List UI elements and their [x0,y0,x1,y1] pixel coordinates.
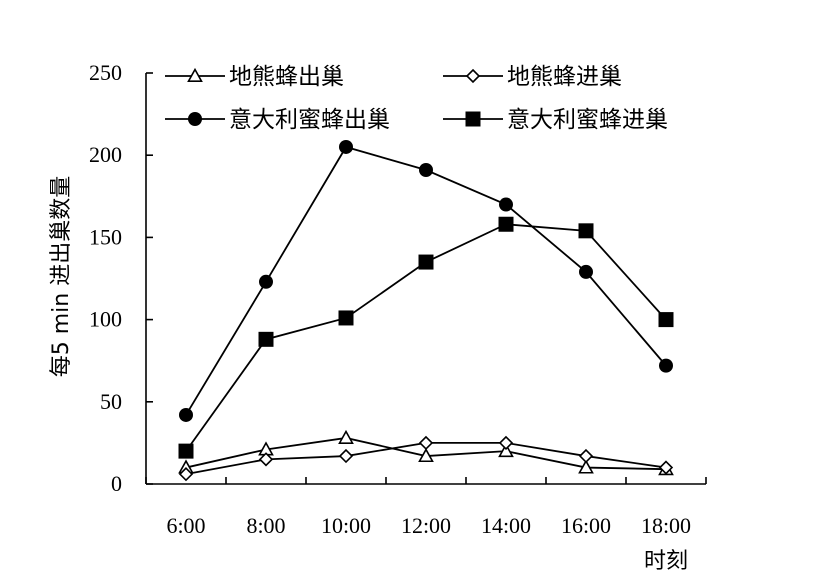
legend-item: 意大利蜜蜂进巢 [443,107,668,133]
series-4 [178,216,674,459]
series-3 [179,139,673,422]
y-tick-label: 50 [100,389,122,414]
data-point [658,312,674,328]
axes: 0 50 100 150 200 250 6:00 8:00 10:00 12:00 14:00 16… [49,60,707,574]
data-point [258,331,274,347]
legend-marker [465,111,481,127]
legend-item: 意大利蜜蜂出巢 [165,107,390,133]
data-point [578,448,594,464]
data-point [178,443,194,459]
legend-label: 意大利蜜蜂出巢 [229,107,390,133]
legend-marker [465,68,481,84]
series-line [185,145,667,416]
legend-label: 地熊蜂进巢 [507,64,622,90]
data-point [579,264,593,279]
data-point [338,429,354,444]
data-point [418,447,434,463]
data-point [179,407,193,422]
x-tick-label: 10:00 [321,513,371,538]
data-point [178,467,194,482]
x-axis-title: 时刻 [644,549,688,574]
data-point [659,358,673,373]
data-point [498,435,514,451]
x-tick-label: 6:00 [166,513,205,538]
data-point [418,254,434,270]
legend-item: 地熊蜂进巢 [443,64,622,90]
data-point [498,216,514,232]
x-tick-label: 12:00 [401,513,451,538]
series-2 [178,435,674,482]
legend-item: 地熊蜂出巢 [165,64,344,90]
legend-label: 地熊蜂出巢 [229,64,344,90]
data-point [658,460,674,475]
data-point [578,459,594,474]
y-tick-label: 250 [89,60,122,85]
data-point [258,452,274,467]
series-layer [178,139,674,482]
data-point [339,139,353,154]
y-tick-label: 0 [111,471,122,496]
data-point [259,274,273,289]
legend-marker [188,112,202,126]
data-point [338,448,354,464]
x-tick-label: 8:00 [246,513,285,538]
x-tick-label: 18:00 [641,513,691,538]
y-axis-title: 每5 min 进出巢数量 [49,176,74,377]
data-point [338,310,354,326]
data-point [578,223,594,239]
legend-marker [187,67,203,82]
x-tick-label: 16:00 [561,513,611,538]
y-tick-label: 150 [89,224,122,249]
x-tick-label: 14:00 [481,513,531,538]
data-point [418,435,434,451]
y-tick-label: 100 [89,307,122,332]
legend-label: 意大利蜜蜂进巢 [507,107,668,133]
data-point [498,442,514,458]
y-tick-label: 200 [89,142,122,167]
data-point [419,162,433,177]
data-point [499,197,513,212]
